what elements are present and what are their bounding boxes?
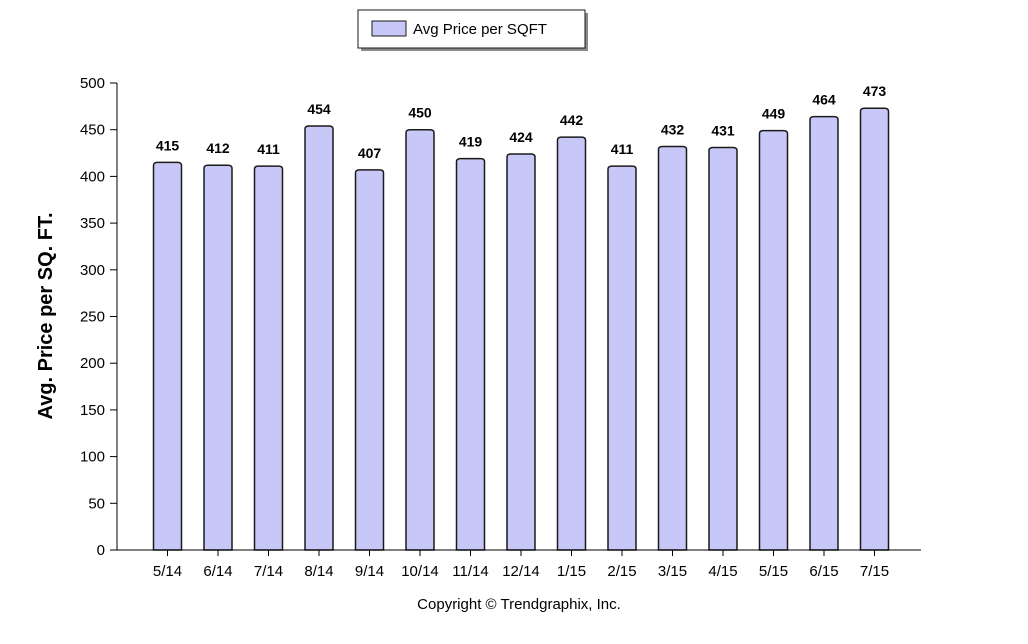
bar-value-label: 412	[206, 140, 230, 156]
x-axis-ticks: 5/14 6/14 7/14 8/14 9/14 10/14 11/14 12/14 1/15 2…	[153, 550, 889, 580]
copyright-text: Copyright © Trendgraphix, Inc.	[417, 596, 621, 613]
x-tick-label: 3/15	[658, 563, 687, 580]
bar-value-label: 450	[408, 105, 432, 121]
y-tick-label: 300	[80, 262, 105, 279]
bars	[152, 107, 890, 551]
bar-value-label: 419	[459, 134, 483, 150]
y-axis-ticks: 0 50 100 150 200 250 300 350 400 450 500	[80, 75, 117, 559]
y-tick-label: 500	[80, 75, 105, 92]
bar	[405, 128, 435, 551]
data-labels: 415 412 411 454 407 450 419 424 442 411 432 431 449 4…	[156, 83, 887, 161]
legend: Avg Price per SQFT	[357, 9, 588, 51]
bar-value-label: 442	[560, 112, 584, 128]
y-tick-label: 50	[88, 495, 105, 512]
x-tick-label: 6/15	[809, 563, 838, 580]
bar	[203, 164, 233, 551]
bar	[859, 107, 890, 551]
bar-value-label: 454	[307, 101, 331, 117]
bar	[809, 115, 839, 551]
x-tick-label: 1/15	[557, 563, 586, 580]
y-tick-label: 450	[80, 122, 105, 139]
bar	[455, 157, 486, 551]
x-tick-label: 10/14	[401, 563, 439, 580]
bar	[506, 153, 536, 551]
bar-value-label: 407	[358, 145, 382, 161]
bar	[556, 136, 587, 551]
x-tick-label: 11/14	[452, 563, 488, 580]
y-tick-label: 400	[80, 168, 105, 185]
bar	[708, 146, 738, 551]
x-tick-label: 5/15	[759, 563, 788, 580]
bar	[304, 125, 334, 551]
y-tick-label: 150	[80, 402, 105, 419]
bar-value-label: 432	[661, 122, 685, 138]
y-axis-title: Avg. Price per SQ. FT.	[35, 212, 57, 419]
bar	[758, 129, 789, 551]
bar	[152, 161, 183, 551]
bar-value-label: 464	[812, 92, 836, 108]
x-tick-label: 7/14	[254, 563, 283, 580]
x-tick-label: 4/15	[708, 563, 737, 580]
y-tick-label: 350	[80, 215, 105, 232]
bar-value-label: 473	[863, 83, 887, 99]
x-tick-label: 12/14	[502, 563, 540, 580]
y-tick-label: 0	[97, 542, 105, 559]
x-tick-label: 2/15	[607, 563, 636, 580]
bar-value-label: 431	[711, 122, 735, 138]
y-tick-label: 100	[80, 449, 105, 466]
x-tick-label: 7/15	[860, 563, 889, 580]
y-tick-label: 250	[80, 309, 105, 326]
x-tick-label: 6/14	[203, 563, 232, 580]
bar-value-label: 424	[509, 129, 533, 145]
bar-value-label: 411	[257, 141, 280, 157]
legend-label: Avg Price per SQFT	[413, 21, 547, 38]
x-tick-label: 9/14	[355, 563, 384, 580]
bar-value-label: 415	[156, 137, 180, 153]
bar	[253, 165, 284, 551]
bar-value-label: 449	[762, 106, 786, 122]
bar	[607, 165, 637, 551]
x-tick-label: 8/14	[304, 563, 333, 580]
x-tick-label: 5/14	[153, 563, 182, 580]
bar	[657, 145, 688, 551]
y-tick-label: 200	[80, 355, 105, 372]
legend-swatch	[371, 20, 407, 37]
bar	[354, 169, 385, 551]
bar-value-label: 411	[611, 141, 634, 157]
